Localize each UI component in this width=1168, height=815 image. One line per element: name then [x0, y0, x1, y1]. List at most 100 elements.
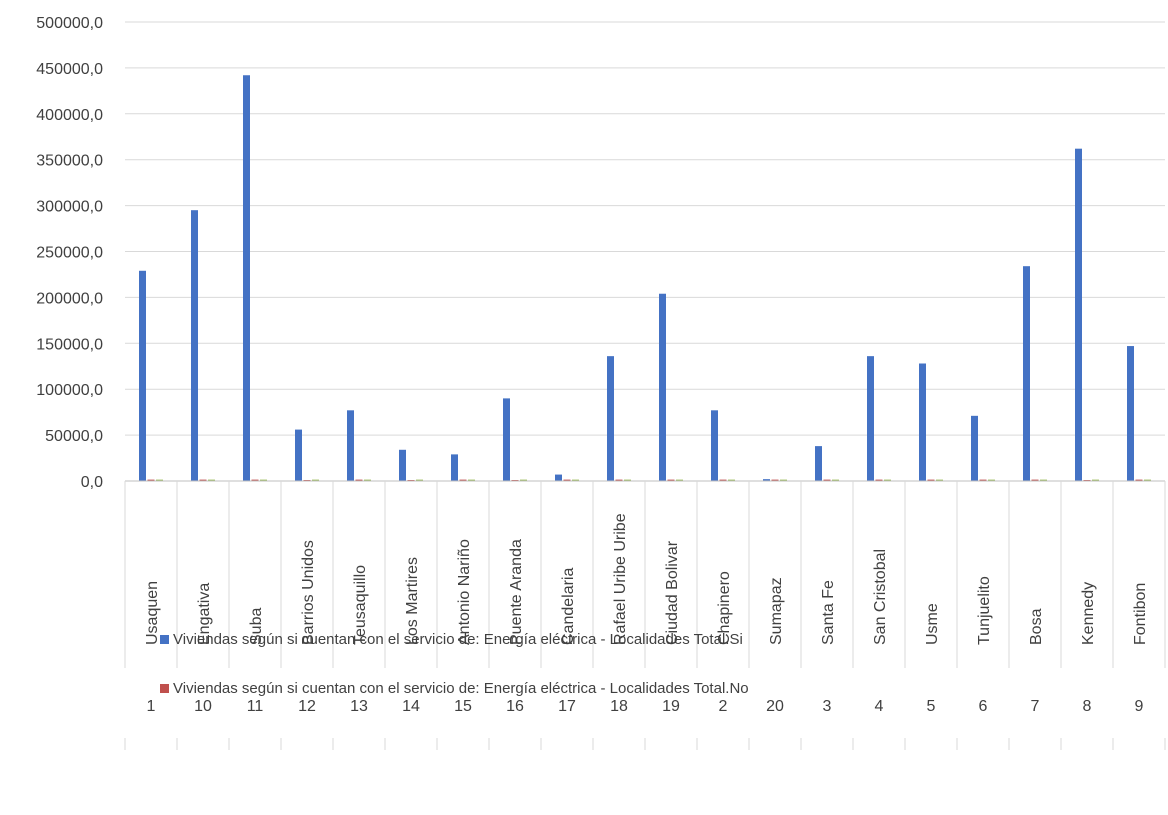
bar-si	[451, 454, 458, 481]
y-tick-label: 300000,0	[36, 199, 103, 216]
y-tick-label: 250000,0	[36, 245, 103, 262]
bar-no	[667, 479, 675, 481]
bar-series-3	[676, 479, 683, 481]
x-axis: Usaquen 1 Engativa 10 Suba 11 Barrios Unidos 12…	[124, 480, 1166, 750]
category-label: Candelaria	[560, 568, 577, 645]
bar-si	[867, 356, 874, 481]
bar-si	[295, 429, 302, 481]
bar-series-3	[1144, 479, 1151, 481]
category-code-label: 10	[194, 698, 212, 715]
category-code-label: 2	[719, 698, 728, 715]
bar-si	[1127, 346, 1134, 481]
category-code-label: 11	[247, 698, 264, 715]
bars	[139, 75, 1151, 481]
bar-si	[919, 363, 926, 481]
bar-si	[555, 474, 562, 481]
bar-no	[615, 479, 623, 481]
category-label: Usaquen	[144, 581, 161, 645]
bar-si	[347, 410, 354, 481]
category-code-label: 16	[506, 698, 524, 715]
bar-si	[139, 270, 146, 481]
bar-series-3	[988, 479, 995, 481]
bar-no	[875, 479, 883, 481]
y-tick-label: 100000,0	[36, 382, 103, 399]
category-label: Kennedy	[1080, 582, 1097, 645]
bar-series-3	[364, 479, 371, 481]
category-code-label: 1	[147, 698, 156, 715]
legend-swatch-no	[160, 684, 169, 693]
category-label: San Cristobal	[872, 549, 889, 645]
bar-series-3	[884, 479, 891, 481]
legend-label-no: Viviendas según si cuentan con el servic…	[173, 680, 749, 697]
y-tick-label: 150000,0	[36, 336, 103, 353]
bar-si	[711, 410, 718, 481]
y-tick-label: 350000,0	[36, 153, 103, 170]
bar-si	[399, 449, 406, 481]
bar-series-3	[312, 479, 319, 481]
bar-series-3	[468, 479, 475, 481]
bar-no	[771, 479, 779, 481]
category-label: Suba	[248, 608, 265, 645]
y-tick-label: 50000,0	[45, 428, 103, 445]
category-label: Los Martires	[404, 557, 421, 645]
legend-label-si: Viviendas según si cuentan con el servic…	[173, 631, 743, 648]
bar-si	[1023, 266, 1030, 481]
bar-si	[815, 446, 822, 481]
bar-series-3	[624, 479, 631, 481]
bar-series-3	[260, 479, 267, 481]
y-tick-label: 450000,0	[36, 61, 103, 78]
bar-series-3	[780, 479, 787, 481]
category-code-label: 8	[1083, 698, 1092, 715]
y-tick-label: 200000,0	[36, 290, 103, 307]
legend-entry-si: Viviendas según si cuentan con el servic…	[160, 631, 743, 648]
bar-series-3	[1040, 479, 1047, 481]
bar-no	[563, 479, 571, 481]
bar-series-3	[416, 479, 423, 481]
category-label: Antonio Nariño	[456, 539, 473, 645]
bar-no	[979, 479, 987, 481]
legend-swatch-si	[160, 635, 169, 644]
bar-si	[659, 293, 666, 481]
y-tick-label: 400000,0	[36, 107, 103, 124]
bar-series-3	[936, 479, 943, 481]
bar-si	[607, 356, 614, 481]
bar-no	[147, 479, 155, 481]
category-code-label: 3	[823, 698, 832, 715]
bar-no	[251, 479, 259, 481]
bar-series-3	[520, 479, 527, 481]
category-code-label: 18	[610, 698, 628, 715]
category-label: Santa Fe	[820, 580, 837, 645]
category-code-label: 15	[454, 698, 472, 715]
category-code-label: 17	[558, 698, 576, 715]
bar-no	[199, 479, 207, 481]
category-label: Engativa	[196, 583, 213, 645]
bar-no	[927, 479, 935, 481]
y-tick-label: 500000,0	[36, 15, 103, 32]
category-code-label: 9	[1135, 698, 1144, 715]
y-axis-tick-labels: 0,0 50000,0 100000,0 150000,0 200000,0 250000…	[36, 15, 103, 491]
category-label: Tunjuelito	[976, 576, 993, 645]
category-code-label: 7	[1031, 698, 1040, 715]
category-code-label: 6	[979, 698, 988, 715]
bar-no	[1135, 479, 1143, 481]
category-label: Fontibon	[1132, 583, 1149, 645]
category-label: Chapinero	[716, 571, 733, 645]
bar-no	[719, 479, 727, 481]
category-code-label: 5	[927, 698, 936, 715]
bar-si	[243, 75, 250, 481]
category-code-label: 19	[662, 698, 680, 715]
bar-series-3	[208, 479, 215, 481]
category-code-label: 13	[350, 698, 368, 715]
grid-lines	[125, 21, 1165, 436]
category-code-label: 12	[298, 698, 316, 715]
category-code-label: 4	[875, 698, 884, 715]
category-label: Rafael Uribe Uribe	[612, 513, 629, 645]
category-code-label: 20	[766, 698, 784, 715]
bar-series-3	[832, 479, 839, 481]
bar-no	[1031, 479, 1039, 481]
bar-no	[459, 479, 467, 481]
category-label: Usme	[924, 603, 941, 645]
category-label: Ciudad Bolivar	[664, 540, 681, 645]
bar-no	[355, 479, 363, 481]
